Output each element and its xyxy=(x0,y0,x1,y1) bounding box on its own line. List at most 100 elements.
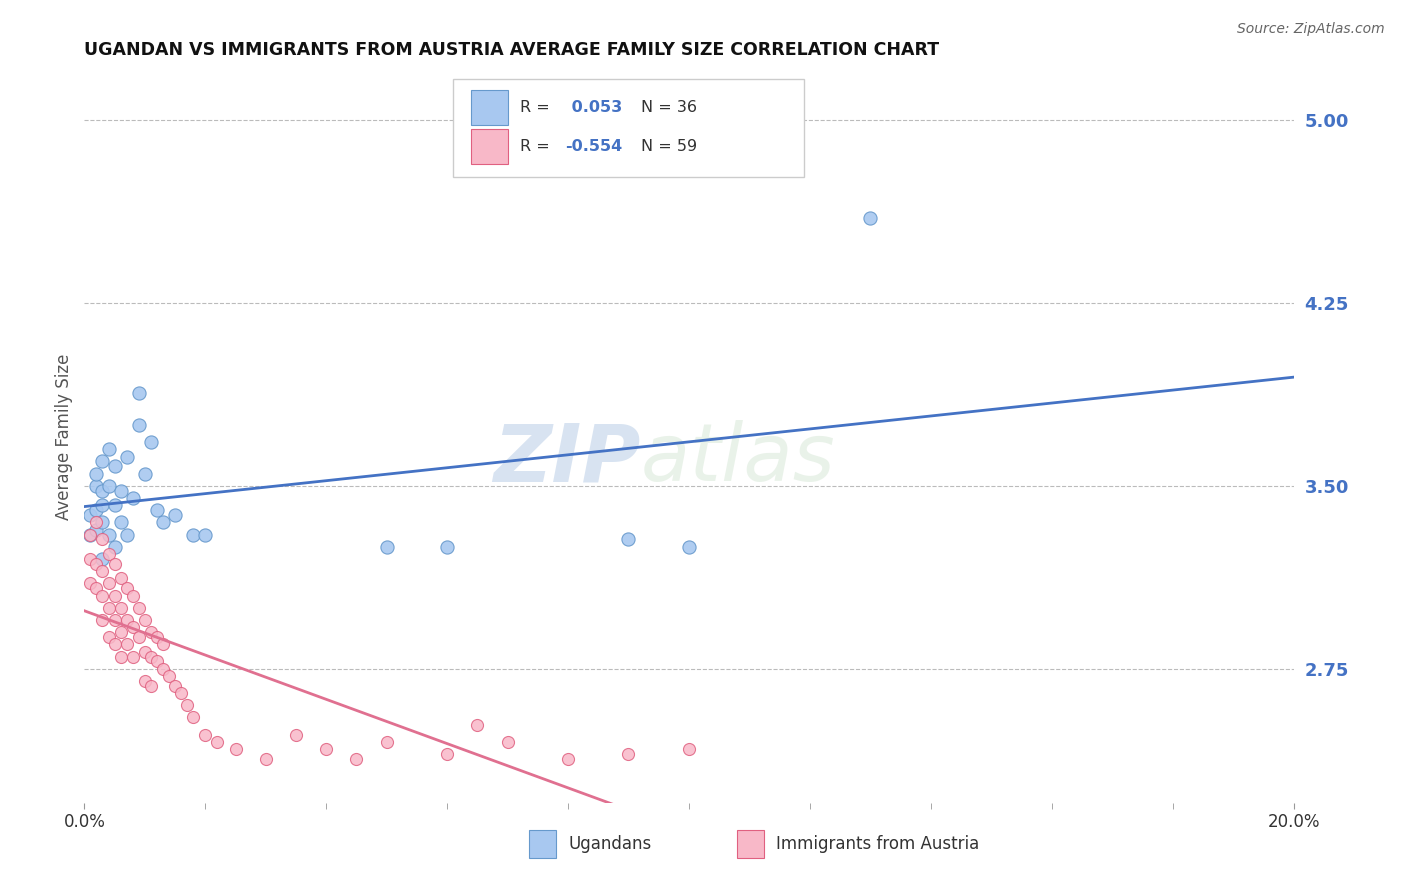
Point xyxy=(134,673,156,688)
Text: R =: R = xyxy=(520,100,550,115)
Point xyxy=(104,589,127,603)
Point xyxy=(115,581,138,595)
Point xyxy=(128,600,150,615)
Point xyxy=(467,718,489,732)
Point xyxy=(79,552,101,566)
Point xyxy=(91,483,114,498)
Point xyxy=(375,735,398,749)
Point xyxy=(104,557,127,571)
Text: atlas: atlas xyxy=(641,420,835,498)
Point xyxy=(86,479,108,493)
Point xyxy=(104,637,127,651)
Point xyxy=(86,581,108,595)
Point xyxy=(678,742,700,756)
Point xyxy=(134,613,156,627)
Point xyxy=(617,747,640,761)
Point xyxy=(170,686,193,700)
Point xyxy=(496,735,519,749)
Point xyxy=(557,752,579,766)
Point xyxy=(121,649,143,664)
FancyBboxPatch shape xyxy=(529,830,555,858)
Point xyxy=(91,499,114,513)
Point xyxy=(139,434,162,449)
Point xyxy=(97,442,120,457)
Point xyxy=(121,491,143,505)
Point xyxy=(91,516,114,530)
Point xyxy=(79,527,101,541)
Point xyxy=(207,735,229,749)
FancyBboxPatch shape xyxy=(453,78,804,178)
Point xyxy=(115,613,138,627)
Point xyxy=(91,613,114,627)
Text: Source: ZipAtlas.com: Source: ZipAtlas.com xyxy=(1237,22,1385,37)
Point xyxy=(285,727,308,741)
Point xyxy=(121,589,143,603)
Point xyxy=(194,727,217,741)
Point xyxy=(617,533,640,547)
Point xyxy=(104,540,127,554)
Text: N = 59: N = 59 xyxy=(641,139,697,154)
Point xyxy=(346,752,368,766)
Point xyxy=(110,572,132,586)
Point xyxy=(128,386,150,401)
Point xyxy=(139,649,162,664)
Text: Ugandans: Ugandans xyxy=(568,835,651,853)
Point xyxy=(97,527,120,541)
Point xyxy=(115,637,138,651)
Point xyxy=(91,564,114,578)
Point xyxy=(115,450,138,464)
Text: UGANDAN VS IMMIGRANTS FROM AUSTRIA AVERAGE FAMILY SIZE CORRELATION CHART: UGANDAN VS IMMIGRANTS FROM AUSTRIA AVERA… xyxy=(84,41,939,59)
Point xyxy=(152,637,174,651)
Point xyxy=(146,503,169,517)
Point xyxy=(79,527,101,541)
Point xyxy=(86,557,108,571)
Point xyxy=(254,752,277,766)
Point xyxy=(181,527,204,541)
Point xyxy=(134,645,156,659)
Point xyxy=(97,576,120,591)
Point xyxy=(134,467,156,481)
Point xyxy=(91,454,114,468)
Point xyxy=(79,576,101,591)
Point xyxy=(86,503,108,517)
Point xyxy=(97,479,120,493)
Text: -0.554: -0.554 xyxy=(565,139,623,154)
Point xyxy=(128,630,150,644)
Point xyxy=(181,710,204,724)
Point xyxy=(194,527,217,541)
Point xyxy=(139,625,162,640)
Point xyxy=(375,540,398,554)
Point xyxy=(157,669,180,683)
Point xyxy=(97,630,120,644)
Point xyxy=(86,516,108,530)
Y-axis label: Average Family Size: Average Family Size xyxy=(55,354,73,520)
Point xyxy=(315,742,337,756)
FancyBboxPatch shape xyxy=(471,90,508,125)
Point xyxy=(91,533,114,547)
Point xyxy=(115,527,138,541)
Text: Immigrants from Austria: Immigrants from Austria xyxy=(776,835,979,853)
Text: R =: R = xyxy=(520,139,550,154)
Point xyxy=(225,742,247,756)
Point xyxy=(128,417,150,432)
Point xyxy=(86,523,108,537)
Point xyxy=(176,698,198,713)
Point xyxy=(97,600,120,615)
Point xyxy=(436,747,458,761)
Point xyxy=(110,649,132,664)
Point xyxy=(678,540,700,554)
Point xyxy=(146,654,169,668)
Point xyxy=(97,547,120,561)
FancyBboxPatch shape xyxy=(471,129,508,164)
Point xyxy=(121,620,143,634)
Point xyxy=(165,679,187,693)
Text: N = 36: N = 36 xyxy=(641,100,696,115)
Point xyxy=(104,613,127,627)
Point xyxy=(152,662,174,676)
Point xyxy=(110,516,132,530)
Point xyxy=(139,679,162,693)
FancyBboxPatch shape xyxy=(737,830,763,858)
Point xyxy=(86,467,108,481)
Point xyxy=(110,600,132,615)
Point xyxy=(859,211,882,225)
